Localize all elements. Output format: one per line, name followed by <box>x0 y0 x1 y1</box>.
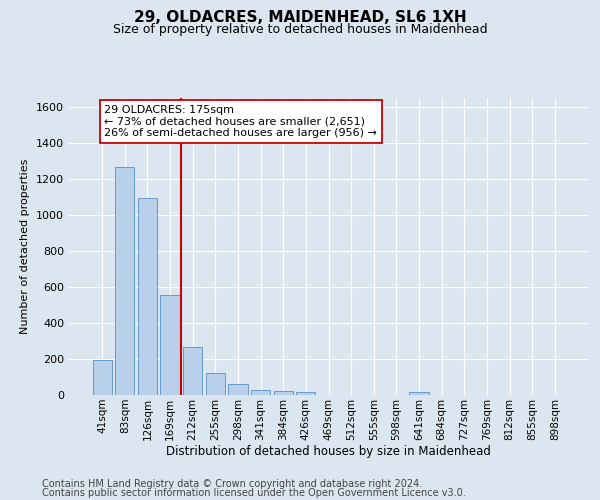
Bar <box>296 392 316 395</box>
Text: Contains public sector information licensed under the Open Government Licence v3: Contains public sector information licen… <box>42 488 466 498</box>
Bar <box>251 390 270 395</box>
Bar <box>206 374 225 395</box>
Text: 29 OLDACRES: 175sqm
← 73% of detached houses are smaller (2,651)
26% of semi-det: 29 OLDACRES: 175sqm ← 73% of detached ho… <box>104 105 377 138</box>
Text: Contains HM Land Registry data © Crown copyright and database right 2024.: Contains HM Land Registry data © Crown c… <box>42 479 422 489</box>
Bar <box>115 167 134 395</box>
Text: Size of property relative to detached houses in Maidenhead: Size of property relative to detached ho… <box>113 22 487 36</box>
Bar <box>138 198 157 395</box>
Bar <box>160 295 180 395</box>
Bar <box>183 347 202 395</box>
Bar <box>274 391 293 395</box>
Text: 29, OLDACRES, MAIDENHEAD, SL6 1XH: 29, OLDACRES, MAIDENHEAD, SL6 1XH <box>134 10 466 25</box>
X-axis label: Distribution of detached houses by size in Maidenhead: Distribution of detached houses by size … <box>166 446 491 458</box>
Y-axis label: Number of detached properties: Number of detached properties <box>20 158 31 334</box>
Bar <box>229 384 248 395</box>
Bar <box>92 360 112 395</box>
Bar <box>409 392 428 395</box>
